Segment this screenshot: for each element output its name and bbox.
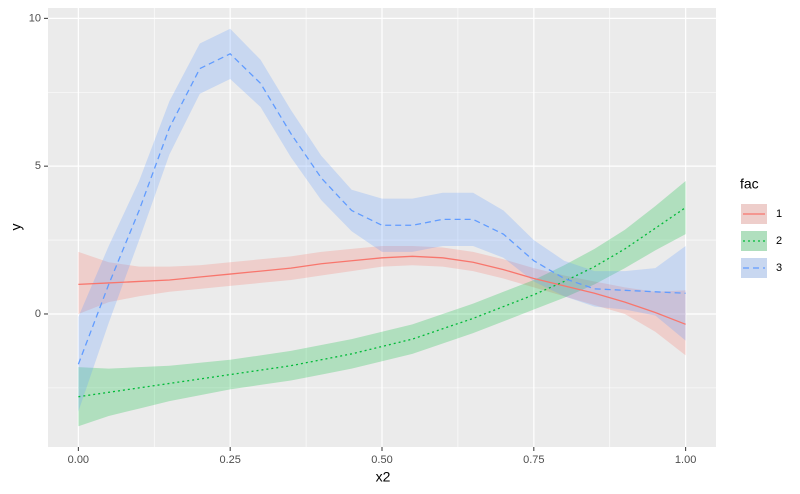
legend-label: 1 <box>776 208 782 220</box>
line <box>78 255 686 325</box>
y-tick-label: 5 <box>35 160 41 172</box>
legend-label: 3 <box>776 262 782 274</box>
y-axis-label: y <box>8 224 24 231</box>
x-tick-label: 1.00 <box>675 454 696 466</box>
ribbon <box>78 180 686 427</box>
line <box>77 53 686 365</box>
x-tick-label: 0.00 <box>68 454 89 466</box>
legend-title: fac <box>740 176 759 192</box>
x-tick-label: 0.25 <box>219 454 240 466</box>
y-tick-label: 10 <box>29 12 41 24</box>
y-tick-label: 0 <box>35 308 41 320</box>
ribbon <box>78 245 686 356</box>
x-axis-label: x2 <box>376 469 391 485</box>
x-tick-label: 0.75 <box>523 454 544 466</box>
legend-label: 2 <box>776 235 782 247</box>
x-tick-label: 0.50 <box>371 454 392 466</box>
ribbon <box>78 28 686 412</box>
